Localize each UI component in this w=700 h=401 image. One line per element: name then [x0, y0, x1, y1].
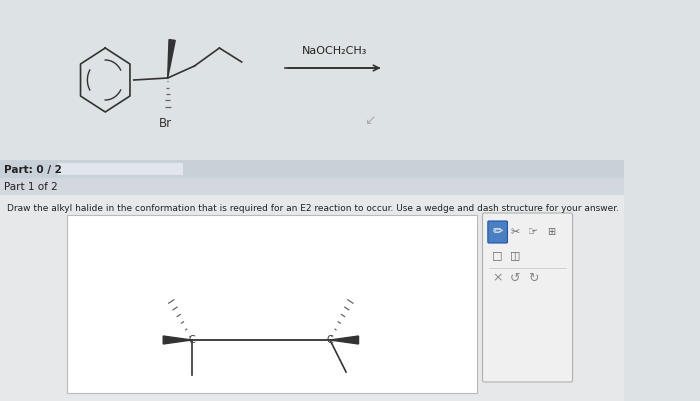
Text: ☞: ☞	[528, 227, 538, 237]
Text: ◫: ◫	[510, 250, 521, 260]
Bar	[0, 178, 624, 195]
Text: ✂: ✂	[511, 227, 520, 237]
Text: ↙: ↙	[364, 113, 376, 127]
Text: C: C	[327, 335, 333, 345]
Text: ×: ×	[492, 271, 503, 284]
Bar	[0, 160, 624, 178]
FancyBboxPatch shape	[482, 213, 573, 382]
Text: Draw the alkyl halide in the conformation that is required for an E2 reaction to: Draw the alkyl halide in the conformatio…	[7, 204, 619, 213]
Polygon shape	[330, 336, 358, 344]
Bar	[0, 0, 624, 160]
Text: ⊞: ⊞	[547, 227, 555, 237]
Text: ✏: ✏	[492, 225, 503, 239]
Bar	[58, 163, 183, 175]
Text: □: □	[492, 250, 503, 260]
Text: ↺: ↺	[510, 271, 521, 284]
Text: Br: Br	[160, 117, 172, 130]
Text: Part 1 of 2: Part 1 of 2	[4, 182, 58, 192]
Text: NaOCH₂CH₃: NaOCH₂CH₃	[302, 46, 367, 56]
Text: ↻: ↻	[528, 271, 538, 284]
Text: C: C	[188, 335, 195, 345]
Bar	[0, 195, 624, 401]
Polygon shape	[168, 40, 175, 78]
Bar	[67, 215, 477, 393]
FancyBboxPatch shape	[488, 221, 508, 243]
Polygon shape	[163, 336, 192, 344]
Text: Part: 0 / 2: Part: 0 / 2	[4, 165, 62, 175]
